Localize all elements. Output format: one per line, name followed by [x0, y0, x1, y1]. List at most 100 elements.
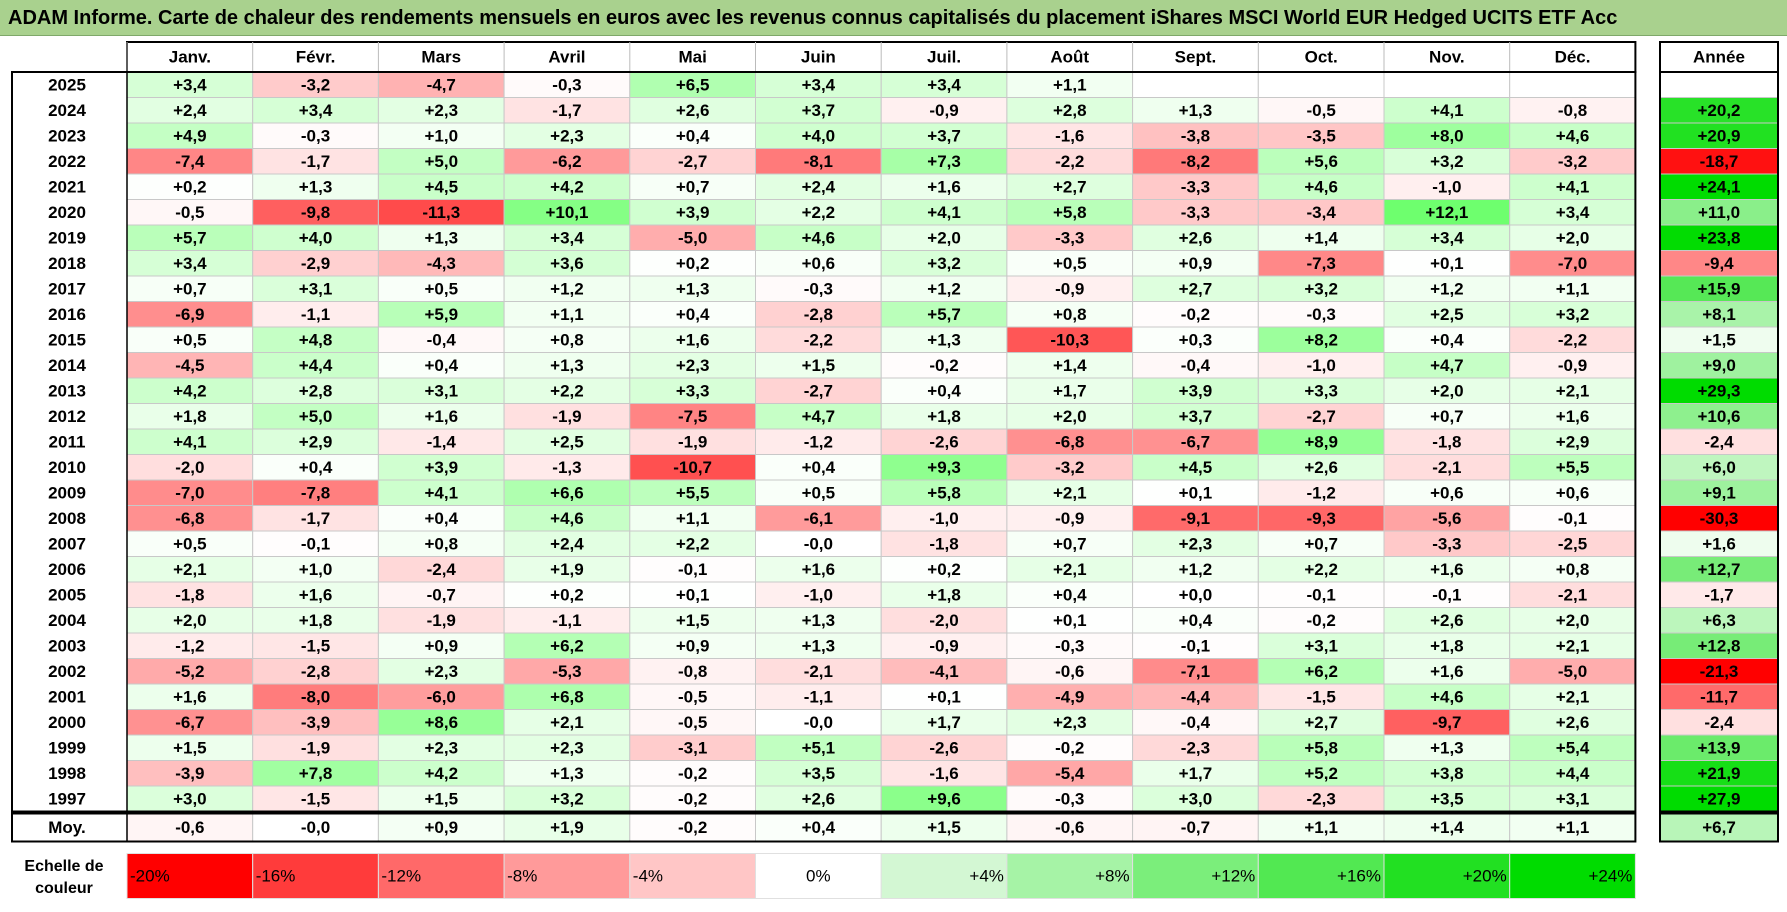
cell-value: +4,7	[1430, 356, 1464, 375]
cell-value: +1,3	[802, 611, 836, 630]
cell-value: +2,3	[424, 662, 458, 681]
heatmap-cell	[880, 301, 1008, 328]
average-value: +1,9	[550, 818, 584, 837]
average-value: +0,9	[424, 818, 458, 837]
cell-value: +5,0	[299, 407, 333, 426]
heatmap-cell	[1509, 224, 1636, 251]
cell-value: +0,4	[676, 126, 710, 145]
heatmap-cell	[755, 326, 882, 353]
heatmap-cell	[880, 224, 1008, 251]
heatmap-cell	[629, 326, 756, 353]
cell-value: +4,1	[424, 483, 458, 502]
heatmap-cell	[252, 122, 379, 149]
heatmap-cell	[1257, 581, 1385, 608]
annual-value: -21,3	[1700, 662, 1739, 681]
cell-value: +0,1	[1179, 483, 1213, 502]
cell-value: -0,8	[678, 662, 707, 681]
average-value: -0,0	[301, 818, 330, 837]
cell-value: +2,1	[173, 560, 207, 579]
heatmap-cell	[503, 632, 631, 659]
month-header: Oct.	[1305, 48, 1338, 67]
cell-value: +2,1	[1556, 687, 1590, 706]
scale-label-value: +20%	[1463, 867, 1507, 886]
cell-value: +3,0	[1179, 789, 1213, 808]
cell-value: -0,8	[1558, 101, 1587, 120]
cell-value: -2,8	[301, 662, 330, 681]
annual-value: -2,4	[1704, 432, 1734, 451]
cell-value: +1,1	[550, 305, 584, 324]
cell-value: +3,1	[1304, 636, 1338, 655]
cell-value: +4,2	[173, 381, 207, 400]
heatmap-cell	[503, 734, 631, 761]
cell-value: +3,3	[1304, 381, 1338, 400]
cell-value: -3,3	[1432, 534, 1461, 553]
cell-value: +2,8	[299, 381, 333, 400]
cell-value: +1,8	[299, 611, 333, 630]
annual-value: -30,3	[1700, 509, 1739, 528]
cell-value: +0,2	[173, 177, 207, 196]
heatmap-cell	[1257, 505, 1385, 532]
cell-value: +1,5	[173, 738, 207, 757]
cell-value: -0,5	[175, 203, 204, 222]
scale-swatch	[1509, 853, 1636, 899]
cell-value: -6,9	[175, 305, 204, 324]
heatmap-cell	[629, 148, 756, 175]
cell-value: -1,9	[552, 407, 581, 426]
heatmap-cell	[755, 250, 882, 277]
cell-value: +1,7	[1053, 381, 1087, 400]
cell-value: +4,5	[424, 177, 458, 196]
heatmap-cell	[1383, 122, 1511, 149]
heatmap-cell	[1006, 530, 1134, 557]
cell-value: -1,0	[1432, 177, 1461, 196]
annual-value: +20,9	[1697, 126, 1740, 145]
heatmap-cell	[377, 760, 505, 787]
cell-value: +1,3	[676, 279, 710, 298]
cell-value: +1,4	[1053, 356, 1087, 375]
heatmap-cell	[1006, 122, 1134, 149]
cell-value: +3,6	[550, 254, 584, 273]
heatmap-cell	[1132, 275, 1259, 302]
cell-value: +3,2	[1430, 152, 1464, 171]
cell-value: +2,6	[802, 789, 836, 808]
cell-value: +1,2	[1179, 560, 1213, 579]
average-cell	[880, 813, 1008, 842]
scale-label-value: +16%	[1337, 867, 1381, 886]
heatmap-cell	[1383, 275, 1511, 302]
heatmap-cell	[1383, 352, 1511, 379]
cell-value: +1,6	[927, 177, 961, 196]
heatmap-cell	[880, 607, 1008, 634]
cell-value: +9,6	[927, 789, 961, 808]
heatmap-cell	[1132, 97, 1259, 124]
heatmap-cell	[1132, 709, 1259, 736]
heatmap-cell	[1257, 71, 1385, 98]
cell-value: +1,7	[1179, 764, 1213, 783]
cell-value: +0,6	[802, 254, 836, 273]
annual-cell	[1659, 173, 1779, 200]
cell-value: -5,3	[552, 662, 581, 681]
average-value: -0,7	[1181, 818, 1210, 837]
cell-value: +2,6	[1556, 713, 1590, 732]
scale-label-value: +4%	[969, 867, 1004, 886]
heatmap-cell	[880, 709, 1008, 736]
cell-value: +2,1	[1556, 381, 1590, 400]
heatmap-cell	[1006, 556, 1134, 583]
cell-value: +8,2	[1304, 330, 1338, 349]
cell-value: +3,9	[424, 458, 458, 477]
cell-value: -5,6	[1432, 509, 1461, 528]
month-header: Mars	[421, 48, 461, 67]
cell-value: +1,5	[424, 789, 458, 808]
cell-value: +4,1	[1556, 177, 1590, 196]
heatmap-cell	[252, 250, 379, 277]
heatmap-cell	[1509, 326, 1636, 353]
cell-value: -1,5	[301, 636, 330, 655]
cell-value: +2,0	[1053, 407, 1087, 426]
cell-value: -3,2	[301, 75, 330, 94]
cell-value: +0,9	[1179, 254, 1213, 273]
cell-value: -11,3	[422, 203, 460, 222]
cell-value: +3,4	[1430, 228, 1464, 247]
heatmap-cell	[126, 581, 254, 608]
heatmap-cell	[1509, 530, 1636, 557]
cell-value: -3,4	[1307, 203, 1337, 222]
cell-value: +2,3	[550, 738, 584, 757]
cell-value: -2,6	[929, 432, 958, 451]
